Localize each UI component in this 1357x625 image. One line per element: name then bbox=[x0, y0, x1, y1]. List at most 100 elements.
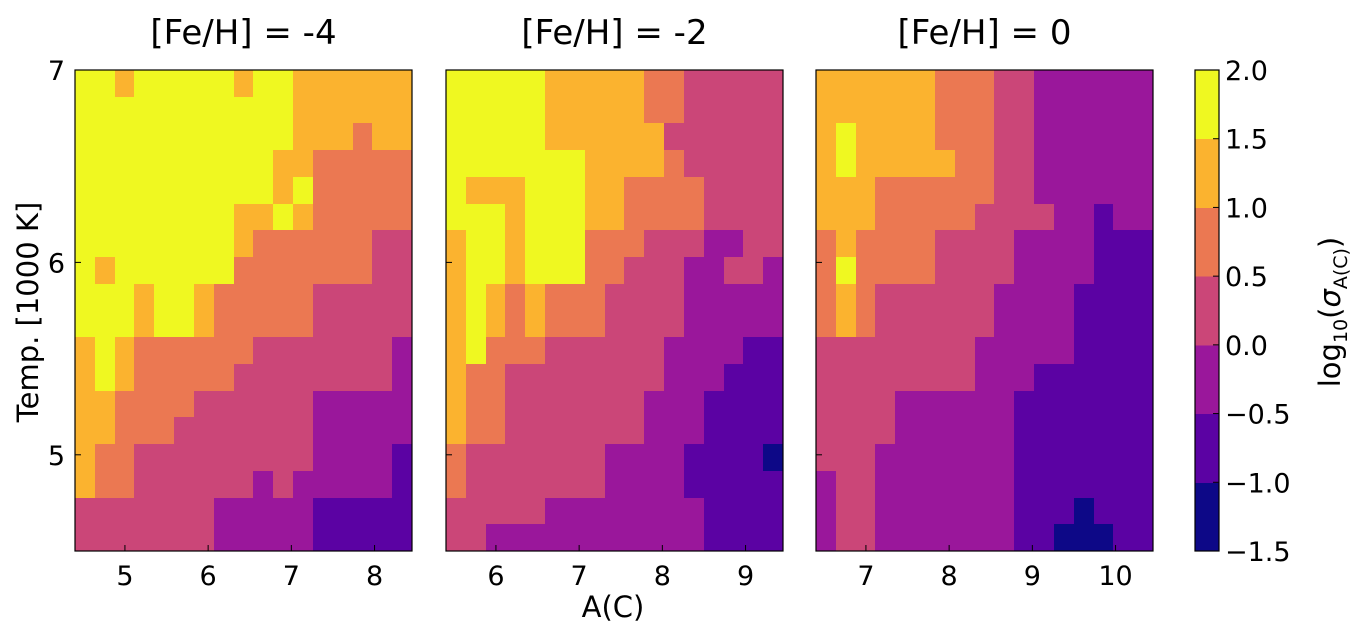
heatmap-cell bbox=[895, 177, 916, 205]
heatmap-cell bbox=[372, 284, 393, 312]
heatmap-cell bbox=[194, 391, 215, 418]
heatmap-cell bbox=[134, 311, 155, 338]
heatmap-cell bbox=[466, 444, 487, 472]
heatmap-cell bbox=[565, 177, 586, 205]
heatmap-cell bbox=[1034, 364, 1055, 392]
heatmap-cell bbox=[836, 417, 857, 445]
heatmap-cell bbox=[1113, 498, 1134, 525]
heatmap-cell bbox=[1054, 177, 1075, 205]
heatmap-cell bbox=[816, 471, 837, 499]
heatmap-cell bbox=[95, 471, 116, 499]
heatmap-cell bbox=[466, 524, 487, 552]
heatmap-cell bbox=[856, 524, 876, 552]
heatmap-cell bbox=[234, 257, 254, 285]
heatmap-cell bbox=[1113, 364, 1134, 392]
heatmap-cell bbox=[353, 230, 373, 258]
heatmap-cell bbox=[1074, 97, 1095, 124]
heatmap-cell bbox=[1014, 337, 1035, 365]
heatmap-cell bbox=[505, 417, 526, 445]
heatmap-cell bbox=[446, 391, 467, 418]
heatmap-cell bbox=[214, 524, 235, 552]
heatmap-cell bbox=[353, 97, 373, 124]
heatmap-cell bbox=[194, 70, 215, 98]
heatmap-cell bbox=[234, 417, 254, 445]
heatmap-cell bbox=[392, 123, 413, 151]
heatmap-cell bbox=[743, 123, 764, 151]
heatmap-cell bbox=[565, 97, 586, 124]
heatmap-cell bbox=[1014, 391, 1035, 418]
heatmap-cell bbox=[1014, 123, 1035, 151]
heatmap-cell bbox=[95, 444, 116, 472]
heatmap-cell bbox=[704, 70, 725, 98]
heatmap-cell bbox=[994, 417, 1015, 445]
heatmap-cell bbox=[353, 257, 373, 285]
heatmap-cell bbox=[895, 123, 916, 151]
heatmap-cell bbox=[915, 337, 936, 365]
colorbar-label-log: log bbox=[1313, 343, 1347, 387]
heatmap-cell bbox=[975, 150, 995, 178]
heatmap-cell bbox=[333, 230, 354, 258]
panel-title: [Fe/H] = -4 bbox=[150, 13, 336, 53]
heatmap-cell bbox=[624, 524, 645, 552]
heatmap-cell bbox=[392, 471, 413, 499]
heatmap-cell bbox=[836, 230, 857, 258]
heatmap-cell bbox=[585, 150, 606, 178]
heatmap-cell bbox=[915, 230, 936, 258]
heatmap-cell bbox=[684, 257, 705, 285]
heatmap-cell bbox=[154, 391, 175, 418]
heatmap-cell bbox=[565, 498, 586, 525]
heatmap-cell bbox=[505, 337, 526, 365]
heatmap-cell bbox=[895, 444, 916, 472]
colorbar-tick-label: −0.5 bbox=[1225, 400, 1291, 431]
heatmap-cell bbox=[644, 471, 665, 499]
heatmap-cell bbox=[313, 177, 334, 205]
heatmap-cell bbox=[1133, 524, 1154, 552]
heatmap-cell bbox=[724, 204, 744, 231]
heatmap-cell bbox=[836, 311, 857, 338]
colorbar-tick-label: 1.5 bbox=[1225, 125, 1268, 156]
heatmap-cell bbox=[1094, 444, 1114, 472]
heatmap-cell bbox=[1133, 391, 1154, 418]
heatmap-cell bbox=[1094, 257, 1114, 285]
heatmap-cell bbox=[875, 70, 896, 98]
heatmap-cell bbox=[664, 70, 685, 98]
heatmap-cell bbox=[154, 284, 175, 312]
heatmap-cell bbox=[724, 97, 744, 124]
heatmap-cell bbox=[585, 524, 606, 552]
heatmap-cell bbox=[75, 177, 96, 205]
heatmap-cell bbox=[525, 524, 546, 552]
heatmap-cell bbox=[1014, 257, 1035, 285]
heatmap-cell bbox=[724, 364, 744, 392]
heatmap-cell bbox=[214, 311, 235, 338]
heatmap-cell bbox=[816, 204, 837, 231]
heatmap-cell bbox=[895, 204, 916, 231]
heatmap-cell bbox=[1054, 391, 1075, 418]
heatmap-cell bbox=[955, 391, 976, 418]
heatmap-cell bbox=[856, 364, 876, 392]
heatmap-cell bbox=[486, 417, 506, 445]
heatmap-cell bbox=[273, 150, 294, 178]
heatmap-cell bbox=[1113, 391, 1134, 418]
heatmap-cell bbox=[253, 471, 274, 499]
heatmap-cell bbox=[644, 417, 665, 445]
heatmap-cell bbox=[585, 70, 606, 98]
heatmap-cell bbox=[466, 204, 487, 231]
heatmap-cell bbox=[134, 417, 155, 445]
heatmap-cell bbox=[836, 444, 857, 472]
heatmap-cell bbox=[664, 364, 685, 392]
heatmap-cell bbox=[545, 417, 566, 445]
heatmap-cell bbox=[875, 177, 896, 205]
heatmap-cell bbox=[605, 364, 625, 392]
heatmap-cell bbox=[545, 311, 566, 338]
heatmap-cell bbox=[214, 364, 235, 392]
heatmap-cell bbox=[545, 123, 566, 151]
heatmap-cell bbox=[353, 364, 373, 392]
heatmap-cell bbox=[1133, 230, 1154, 258]
heatmap-cell bbox=[624, 391, 645, 418]
heatmap-cell bbox=[194, 524, 215, 552]
heatmap-cell bbox=[486, 498, 506, 525]
heatmap-cell bbox=[565, 284, 586, 312]
heatmap-cell bbox=[565, 337, 586, 365]
heatmap-cell bbox=[743, 364, 764, 392]
heatmap-cell bbox=[915, 311, 936, 338]
